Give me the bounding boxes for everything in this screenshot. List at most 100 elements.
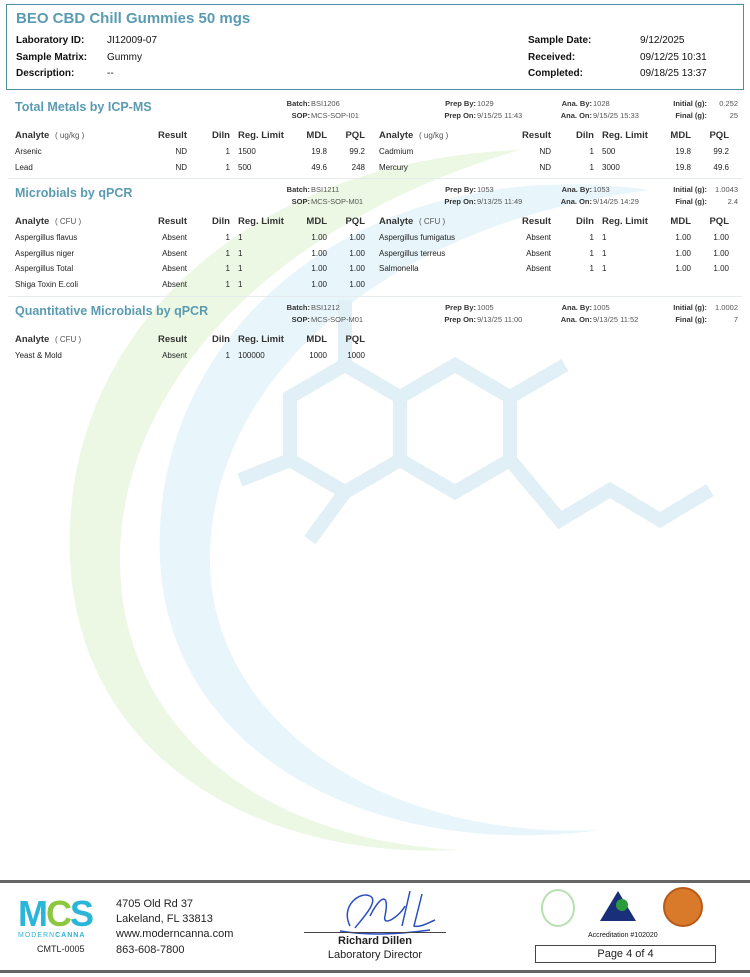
address-line-1: 4705 Old Rd 37 [116, 898, 194, 910]
field-value: 09/18/25 13:37 [640, 68, 707, 79]
signature [339, 890, 436, 935]
column-header-pql: PQL [709, 130, 729, 141]
unit-label: ( ug/kg ) [55, 131, 85, 140]
column-header-pql: PQL [345, 334, 365, 345]
meta-label-batch: Batch: [286, 303, 310, 312]
column-header-analyte: Analyte [15, 334, 50, 345]
column-header-reg: Reg. Limit [602, 130, 648, 141]
cell-analyte: Salmonella [379, 264, 419, 274]
cell-reg: 3000 [602, 162, 620, 172]
cell-pql: 1.00 [349, 280, 365, 290]
meta-label-final: Final (g): [675, 197, 707, 206]
cell-reg: 1 [238, 264, 243, 274]
cell-analyte: Yeast & Mold [15, 351, 62, 360]
meta-value-batch: BSI1211 [311, 185, 340, 194]
moderncanna-logo: MCS MODERNCANNA [18, 893, 94, 940]
meta-label-initial: Initial (g): [673, 99, 707, 108]
cell-analyte: Aspergillus fumigatus [379, 233, 456, 242]
page-indicator: Page 4 of 4 [535, 945, 716, 963]
meta-label-prep_on: Prep On: [444, 197, 476, 206]
meta-label-sop: SOP: [291, 111, 310, 120]
meta-label-batch: Batch: [286, 185, 310, 194]
signer-title: Laboratory Director [327, 949, 423, 961]
meta-value-prep_on: 9/13/25 11:00 [477, 315, 523, 324]
cell-mdl: 1.00 [675, 264, 691, 274]
sample-header [6, 4, 744, 90]
cell-pql: 1.00 [349, 264, 365, 274]
column-header-reg: Reg. Limit [238, 130, 284, 141]
meta-value-batch: BSI1206 [311, 99, 340, 108]
column-header-result: Result [521, 216, 551, 227]
cell-analyte: Cadmium [379, 147, 414, 156]
meta-value-ana_on: 9/13/25 11:52 [593, 315, 639, 324]
phone-number: 863-608-7800 [116, 944, 185, 956]
accreditation-number: Accreditation #102020 [588, 932, 658, 939]
column-header-result: Result [157, 334, 187, 345]
column-header-diln: Diln [212, 216, 230, 227]
unit-label: ( CFU ) [55, 335, 82, 344]
cell-diln: 1 [589, 162, 594, 172]
field-value: 09/12/25 10:31 [640, 51, 707, 63]
cell-result: Absent [162, 264, 187, 274]
cell-diln: 1 [589, 248, 594, 258]
cell-diln: 1 [589, 147, 594, 156]
cell-reg: 1 [238, 280, 243, 290]
column-header-mdl: MDL [670, 130, 691, 141]
cell-reg: 1 [238, 248, 243, 258]
meta-label-batch: Batch: [286, 99, 310, 108]
license-number: CMTL-0005 [37, 944, 85, 954]
meta-value-initial: 0.252 [719, 99, 738, 108]
cell-result: ND [539, 147, 551, 156]
meta-label-ana_on: Ana. On: [560, 197, 592, 206]
column-header-mdl: MDL [306, 216, 327, 227]
column-header-diln: Diln [212, 130, 230, 141]
cell-reg: 1 [602, 264, 607, 274]
column-header-analyte: Analyte [379, 130, 414, 141]
cell-analyte: Lead [15, 162, 33, 172]
cell-mdl: 1.00 [311, 280, 327, 290]
cell-analyte: Shiga Toxin E.coli [15, 280, 78, 290]
section-title: Total Metals by ICP-MS [15, 100, 152, 114]
meta-value-initial: 1.0043 [715, 185, 738, 194]
column-header-reg: Reg. Limit [602, 216, 648, 227]
cell-analyte: Arsenic [15, 147, 42, 156]
meta-value-prep_by: 1029 [477, 99, 494, 108]
cell-diln: 1 [225, 351, 230, 360]
section-title: Quantitative Microbials by qPCR [15, 304, 209, 318]
website-link[interactable]: www.moderncanna.com [116, 928, 234, 940]
column-header-pql: PQL [345, 216, 365, 227]
unit-label: ( CFU ) [55, 217, 82, 226]
column-header-reg: Reg. Limit [238, 334, 284, 345]
meta-label-initial: Initial (g): [673, 185, 707, 194]
meta-value-ana_by: 1028 [593, 99, 610, 108]
signer-name: Richard Dillen [338, 935, 412, 947]
column-header-analyte: Analyte [15, 216, 50, 227]
meta-value-prep_on: 9/15/25 11:43 [477, 111, 523, 120]
cell-pql: 1.00 [349, 233, 365, 242]
cell-pql: 1.00 [713, 248, 729, 258]
field-label: Laboratory ID: [16, 35, 85, 46]
cell-pql: 1.00 [713, 233, 729, 242]
cell-diln: 1 [589, 264, 594, 274]
cell-result: Absent [526, 248, 551, 258]
column-header-reg: Reg. Limit [238, 216, 284, 227]
cell-diln: 1 [225, 233, 230, 242]
cell-diln: 1 [589, 233, 594, 242]
cell-pql: 1.00 [713, 264, 729, 274]
meta-value-prep_on: 9/13/25 11:49 [477, 197, 523, 206]
meta-label-final: Final (g): [675, 111, 707, 120]
cell-analyte: Aspergillus Total [15, 264, 74, 274]
column-header-analyte: Analyte [15, 130, 50, 141]
meta-label-final: Final (g): [675, 315, 707, 324]
meta-value-ana_on: 9/15/25 15:33 [593, 111, 639, 120]
column-header-mdl: MDL [306, 130, 327, 141]
cell-mdl: 1.00 [675, 233, 691, 242]
product-title: BEO CBD Chill Gummies 50 mgs [16, 10, 251, 27]
field-label: Description: [16, 68, 75, 79]
cell-pql: 1.00 [349, 248, 365, 258]
cell-diln: 1 [225, 147, 230, 156]
footer-top-rule [0, 880, 750, 883]
cell-mdl: 49.6 [311, 162, 327, 172]
meta-value-initial: 1.0002 [715, 303, 738, 312]
cell-pql: 99.2 [349, 147, 365, 156]
